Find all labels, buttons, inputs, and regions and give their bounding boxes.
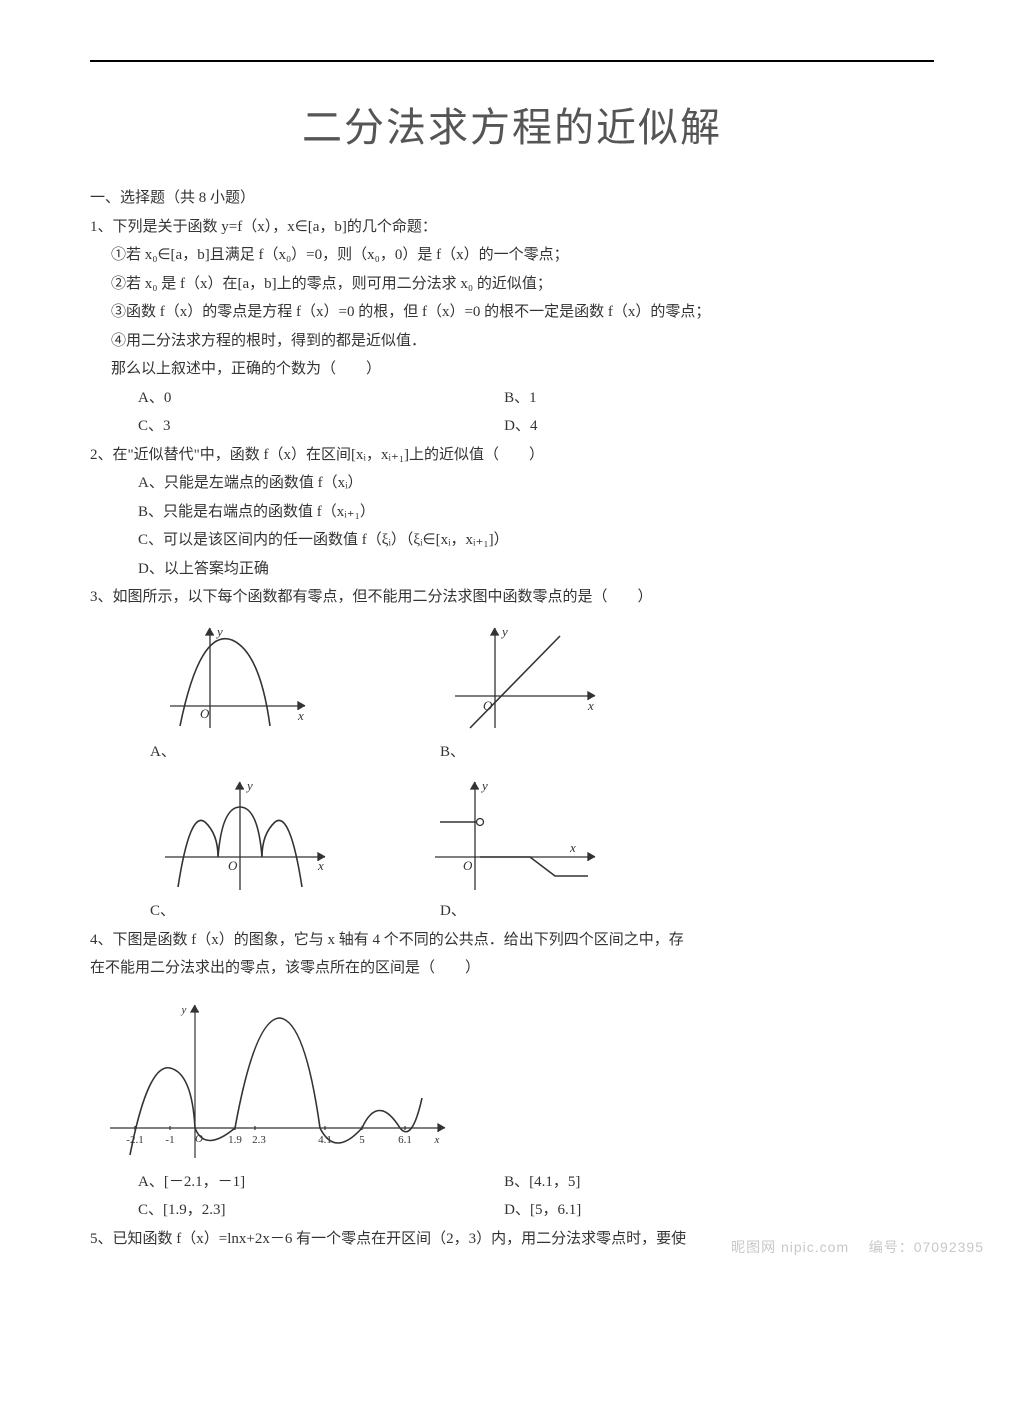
svg-text:O: O xyxy=(228,858,238,873)
tick-41: 4.1 xyxy=(318,1134,332,1146)
svg-text:y: y xyxy=(500,624,508,639)
q3-row1: O x y O x y xyxy=(90,618,934,738)
q1-s1: ①若 x₀∈[a，b]且满足 f（x₀）=0，则（x₀，0）是 f（x）的一个零… xyxy=(90,241,934,270)
svg-text:y: y xyxy=(480,778,488,793)
q4-choices-row2: C、[1.9，2.3] D、[5，6.1] xyxy=(90,1196,934,1225)
q4-stem2: 在不能用二分法求出的零点，该零点所在的区间是（ ） xyxy=(90,954,934,983)
q2-stem: 2、在"近似替代"中，函数 f（x）在区间[xᵢ，xᵢ₊₁]上的近似值（ ） xyxy=(90,441,934,470)
tick-O: O xyxy=(195,1133,203,1145)
svg-text:x: x xyxy=(569,840,576,855)
q1-A: A、0 xyxy=(138,384,504,413)
tick-61: 6.1 xyxy=(398,1134,412,1146)
watermark-right: 编号：07092395 xyxy=(869,1239,984,1255)
q1-choices-row2: C、3 D、4 xyxy=(90,412,934,441)
svg-text:x: x xyxy=(587,698,594,713)
q3-plot-A: O x y xyxy=(150,618,360,738)
q1-stem: 1、下列是关于函数 y=f（x），x∈[a，b]的几个命题： xyxy=(90,213,934,242)
svg-text:x: x xyxy=(317,858,324,873)
q4-A: A、[－2.1，－1] xyxy=(138,1168,504,1197)
q1-D: D、4 xyxy=(504,412,870,441)
watermark: 昵图网 nipic.com 编号：07092395 xyxy=(731,1234,984,1261)
q3-labels2: C、 D、 xyxy=(90,897,934,926)
page-root: 二分法求方程的近似解 一、选择题（共 8 小题） 1、下列是关于函数 y=f（x… xyxy=(0,0,1024,1283)
q2-B: B、只能是右端点的函数值 f（xᵢ₊₁） xyxy=(90,498,934,527)
svg-text:O: O xyxy=(200,706,210,721)
q1-B: B、1 xyxy=(504,384,870,413)
q2-C: C、可以是该区间内的任一函数值 f（ξᵢ）（ξᵢ∈[xᵢ，xᵢ₊₁]） xyxy=(90,526,934,555)
q4-D: D、[5，6.1] xyxy=(504,1196,870,1225)
section-header: 一、选择题（共 8 小题） xyxy=(90,184,934,213)
q2-A: A、只能是左端点的函数值 f（xᵢ） xyxy=(90,469,934,498)
svg-text:O: O xyxy=(483,698,493,713)
svg-text:y: y xyxy=(181,1004,187,1016)
svg-text:x: x xyxy=(297,708,304,723)
q1-s3: ③函数 f（x）的零点是方程 f（x）=0 的根，但 f（x）=0 的根不一定是… xyxy=(90,298,934,327)
tick-23: 2.3 xyxy=(252,1134,266,1146)
svg-text:y: y xyxy=(215,624,223,639)
q3-row2: O x y O x y xyxy=(90,772,934,897)
tick-5: 5 xyxy=(359,1134,365,1146)
q3-plot-D: O x y xyxy=(420,772,630,897)
q4-C: C、[1.9，2.3] xyxy=(138,1196,504,1225)
q1-C: C、3 xyxy=(138,412,504,441)
q4-stem1: 4、下图是函数 f（x）的图象，它与 x 轴有 4 个不同的公共点．给出下列四个… xyxy=(90,926,934,955)
page-title: 二分法求方程的近似解 xyxy=(90,90,934,166)
q3-A: A、 xyxy=(150,738,440,767)
q4-plot: -2.1 -1 O 1.9 2.3 4.1 5 6.1 x y xyxy=(90,993,934,1168)
q4-choices-row1: A、[－2.1，－1] B、[4.1，5] xyxy=(90,1168,934,1197)
tick-19: 1.9 xyxy=(228,1134,242,1146)
q3-C: C、 xyxy=(150,897,440,926)
q3-stem: 3、如图所示，以下每个函数都有零点，但不能用二分法求图中函数零点的是（ ） xyxy=(90,583,934,612)
q3-D: D、 xyxy=(440,897,730,926)
svg-text:O: O xyxy=(463,858,473,873)
q2-D: D、以上答案均正确 xyxy=(90,555,934,584)
q3-B: B、 xyxy=(440,738,730,767)
q1-ask: 那么以上叙述中，正确的个数为（ ） xyxy=(90,355,934,384)
q3-plot-B: O x y xyxy=(440,618,650,738)
q1-choices-row1: A、0 B、1 xyxy=(90,384,934,413)
q1-s4: ④用二分法求方程的根时，得到的都是近似值． xyxy=(90,327,934,356)
q4-B: B、[4.1，5] xyxy=(504,1168,870,1197)
tick-m1: -1 xyxy=(165,1134,174,1146)
q3-labels1: A、 B、 xyxy=(90,738,934,767)
q1-s2: ②若 x₀ 是 f（x）在[a，b]上的零点，则可用二分法求 x₀ 的近似值； xyxy=(90,270,934,299)
svg-text:y: y xyxy=(245,778,253,793)
svg-text:x: x xyxy=(434,1134,440,1146)
tick-m21: -2.1 xyxy=(126,1134,143,1146)
top-rule xyxy=(90,60,934,62)
q3-plot-C: O x y xyxy=(150,772,360,897)
watermark-left: 昵图网 nipic.com xyxy=(731,1239,849,1255)
